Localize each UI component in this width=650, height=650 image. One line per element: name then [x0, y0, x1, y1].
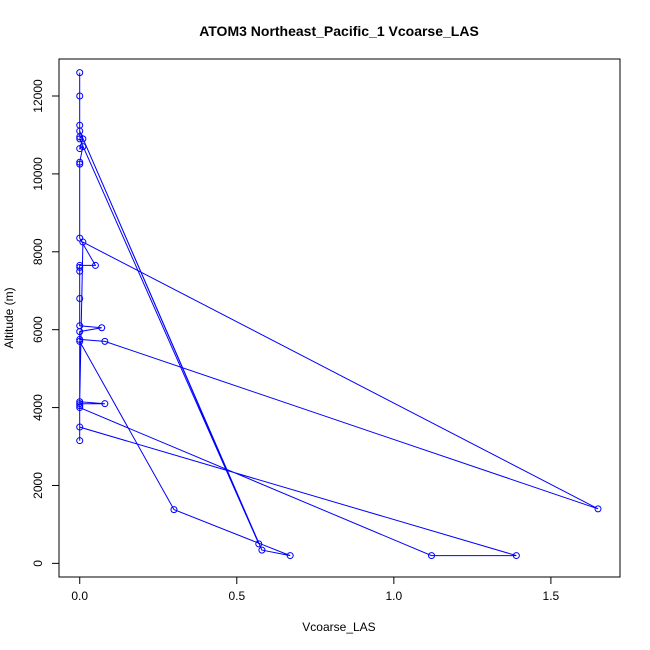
y-tick-label: 10000 — [31, 157, 45, 191]
x-axis: 0.0 0.5 1.0 1.5 — [71, 576, 560, 603]
chart-title: ATOM3 Northeast_Pacific_1 Vcoarse_LAS — [199, 23, 479, 39]
data-point — [76, 92, 84, 100]
data-point — [98, 324, 106, 332]
data-point — [76, 328, 84, 336]
data-point — [76, 267, 84, 275]
data-point — [76, 127, 84, 135]
series-line — [78, 72, 599, 557]
plot-frame — [58, 58, 621, 578]
x-tick-label: 1.5 — [543, 589, 560, 603]
y-axis-title: Altitude (m) — [2, 287, 16, 348]
data-point — [76, 402, 84, 410]
data-point — [76, 135, 84, 143]
y-tick-label: 6000 — [31, 316, 45, 343]
data-point — [594, 505, 602, 513]
data-point — [76, 423, 84, 431]
y-tick-label: 4000 — [31, 394, 45, 421]
data-point — [76, 400, 84, 408]
data-point — [76, 263, 84, 271]
data-point — [76, 337, 84, 345]
x-axis-title: Vcoarse_LAS — [302, 620, 375, 634]
data-point — [258, 546, 266, 554]
y-tick-label: 2000 — [31, 472, 45, 499]
x-tick-label: 0.0 — [71, 589, 88, 603]
data-point — [76, 295, 84, 303]
plot-area — [76, 69, 602, 560]
y-tick-label: 8000 — [31, 238, 45, 265]
data-point — [76, 335, 84, 343]
y-tick-label: 12000 — [31, 79, 45, 113]
data-point — [76, 160, 84, 168]
y-axis: 0 2000 4000 6000 8000 10000 12000 — [31, 79, 59, 567]
data-point — [76, 437, 84, 445]
data-point — [76, 69, 84, 77]
y-tick-label: 0 — [31, 560, 45, 567]
data-point — [512, 552, 520, 560]
data-point — [76, 158, 84, 166]
data-point — [79, 143, 87, 151]
x-tick-label: 1.0 — [385, 589, 402, 603]
data-point — [79, 135, 87, 143]
x-tick-label: 0.5 — [228, 589, 245, 603]
data-point — [286, 552, 294, 560]
data-point — [101, 400, 109, 408]
data-point — [170, 506, 178, 514]
data-point — [101, 337, 109, 345]
data-point — [255, 540, 263, 548]
data-point — [79, 238, 87, 246]
data-point — [76, 404, 84, 412]
data-point — [91, 261, 99, 269]
data-point — [428, 552, 436, 560]
